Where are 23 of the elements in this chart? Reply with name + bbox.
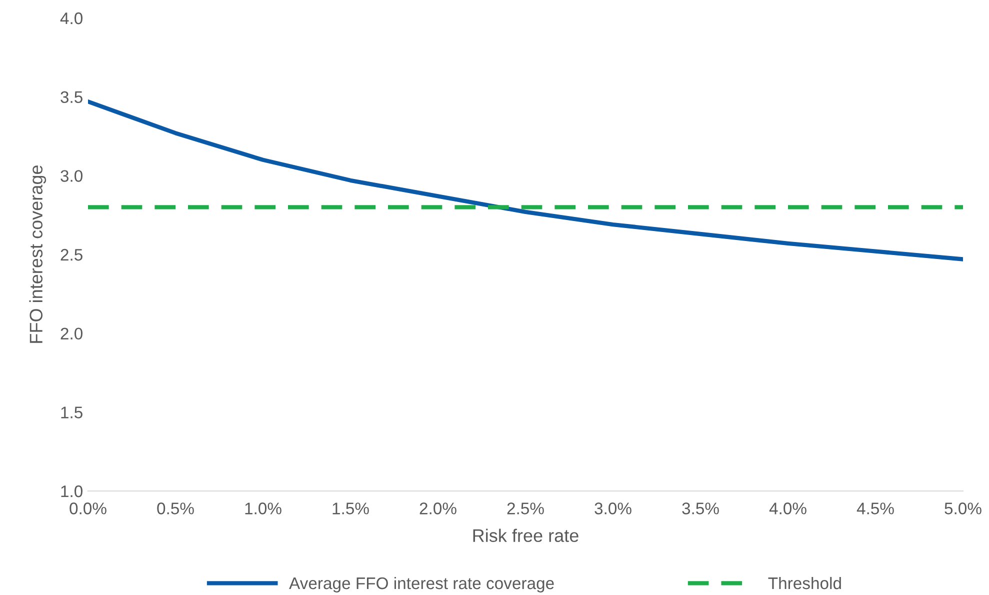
- legend-label: Threshold: [768, 576, 841, 590]
- y-tick-label: 1.0: [61, 485, 82, 498]
- x-tick-label: 3.5%: [682, 502, 719, 514]
- y-tick-label: 2.5: [60, 248, 82, 261]
- x-tick-label: 4.5%: [856, 502, 894, 514]
- y-tick-label: 4.0: [60, 12, 82, 24]
- x-tick-label: 1.0%: [245, 502, 282, 514]
- y-tick-label: 1.5: [61, 406, 82, 418]
- y-tick-label: 3.0: [60, 170, 82, 182]
- y-tick-label: 2.0: [60, 328, 82, 340]
- x-tick-label: 2.5%: [507, 502, 544, 514]
- x-tick-label: 3.0%: [594, 502, 632, 514]
- x-tick-label: 2.0%: [420, 502, 456, 514]
- x-tick-label: 1.5%: [332, 502, 369, 514]
- line-series: [88, 99, 963, 262]
- legend-label: Average FFO interest rate coverage: [289, 576, 554, 592]
- x-tick-label: 4.0%: [769, 502, 806, 514]
- y-axis-title: FFO interest coverage: [29, 165, 46, 343]
- x-tick-label: 5.0%: [944, 502, 982, 514]
- x-axis-title: Risk free rate: [473, 528, 578, 542]
- x-tick-label: 0.5%: [157, 502, 194, 514]
- x-tick-label: 0.0%: [70, 502, 106, 514]
- y-tick-label: 3.5: [60, 91, 82, 104]
